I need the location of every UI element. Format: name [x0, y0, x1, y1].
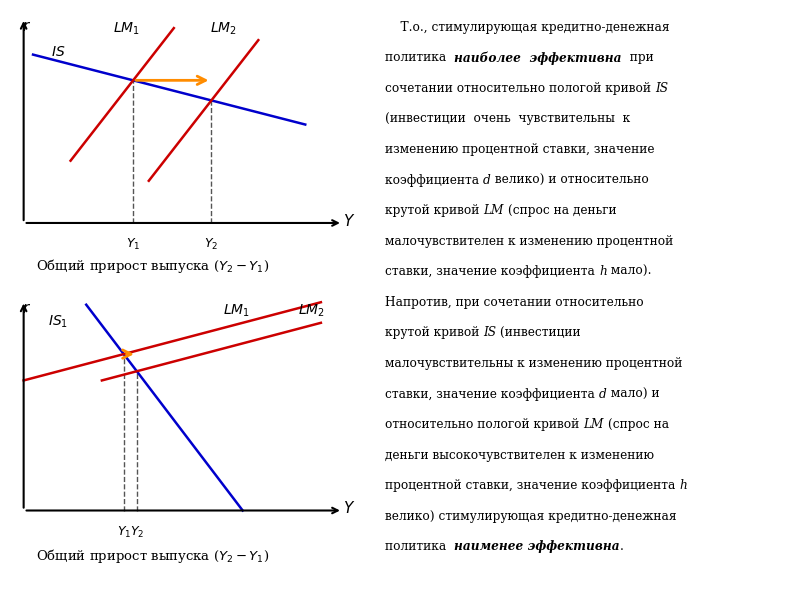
- Text: Общий прирост выпуска ($Y_2 - Y_1$): Общий прирост выпуска ($Y_2 - Y_1$): [36, 547, 270, 565]
- Text: .: .: [620, 541, 624, 553]
- Text: относительно пологой кривой: относительно пологой кривой: [386, 418, 583, 431]
- Text: $IS$: $IS$: [51, 45, 66, 59]
- Text: (инвестиции: (инвестиции: [497, 326, 581, 340]
- Text: h: h: [679, 479, 687, 493]
- Text: крутой кривой: крутой кривой: [386, 204, 483, 217]
- Text: наименее эффективна: наименее эффективна: [454, 541, 620, 553]
- Text: велико) и относительно: велико) и относительно: [491, 173, 649, 187]
- Text: LM: LM: [583, 418, 604, 431]
- Text: малочувствителен к изменению процентной: малочувствителен к изменению процентной: [386, 235, 674, 248]
- Text: $IS_1$: $IS_1$: [48, 313, 68, 329]
- Text: Общий прирост выпуска ($Y_2 - Y_1$): Общий прирост выпуска ($Y_2 - Y_1$): [36, 257, 270, 275]
- Text: IS: IS: [655, 82, 668, 95]
- Text: LM: LM: [483, 204, 504, 217]
- Text: наиболее  эффективна: наиболее эффективна: [454, 51, 622, 65]
- Text: ставки, значение коэффициента: ставки, значение коэффициента: [386, 388, 599, 401]
- Text: политика: политика: [386, 541, 454, 553]
- Text: коэффициента: коэффициента: [386, 173, 483, 187]
- Text: деньги высокочувствителен к изменению: деньги высокочувствителен к изменению: [386, 449, 654, 462]
- Text: $LM_2$: $LM_2$: [298, 303, 325, 319]
- Text: политика: политика: [386, 51, 454, 64]
- Text: Напротив, при сочетании относительно: Напротив, при сочетании относительно: [386, 296, 644, 309]
- Text: $LM_1$: $LM_1$: [114, 20, 140, 37]
- Text: $Y_1$: $Y_1$: [117, 525, 131, 540]
- Text: $Y_2$: $Y_2$: [130, 525, 144, 540]
- Text: $Y_1$: $Y_1$: [126, 237, 140, 252]
- Text: (спрос на деньги: (спрос на деньги: [504, 204, 617, 217]
- Text: ставки, значение коэффициента: ставки, значение коэффициента: [386, 265, 599, 278]
- Text: d: d: [599, 388, 606, 401]
- Text: $Y$: $Y$: [343, 500, 355, 517]
- Text: крутой кривой: крутой кривой: [386, 326, 483, 340]
- Text: велико) стимулирующая кредитно-денежная: велико) стимулирующая кредитно-денежная: [386, 510, 677, 523]
- Text: $Y_2$: $Y_2$: [204, 237, 218, 252]
- Text: при: при: [622, 51, 654, 64]
- Text: IS: IS: [483, 326, 497, 340]
- Text: (спрос на: (спрос на: [604, 418, 669, 431]
- Text: Т.о., стимулирующая кредитно-денежная: Т.о., стимулирующая кредитно-денежная: [386, 20, 670, 34]
- Text: (инвестиции  очень  чувствительны  к: (инвестиции очень чувствительны к: [386, 112, 630, 125]
- Text: h: h: [599, 265, 606, 278]
- Text: $r$: $r$: [22, 19, 31, 34]
- Text: сочетании относительно пологой кривой: сочетании относительно пологой кривой: [386, 82, 655, 95]
- Text: изменению процентной ставки, значение: изменению процентной ставки, значение: [386, 143, 654, 156]
- Text: мало).: мало).: [606, 265, 651, 278]
- Text: $LM_2$: $LM_2$: [210, 20, 238, 37]
- Text: процентной ставки, значение коэффициента: процентной ставки, значение коэффициента: [386, 479, 679, 493]
- Text: $LM_1$: $LM_1$: [223, 303, 250, 319]
- Text: мало) и: мало) и: [606, 388, 659, 401]
- Text: $r$: $r$: [22, 301, 31, 316]
- Text: $Y$: $Y$: [343, 213, 355, 229]
- Text: d: d: [483, 173, 491, 187]
- Text: малочувствительны к изменению процентной: малочувствительны к изменению процентной: [386, 357, 682, 370]
